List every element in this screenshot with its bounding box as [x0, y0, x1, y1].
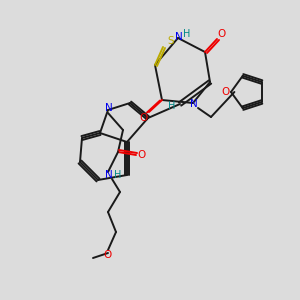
Text: N: N — [105, 103, 113, 113]
Text: N: N — [175, 32, 183, 42]
Text: S: S — [168, 36, 174, 46]
Text: O: O — [104, 250, 112, 260]
Text: O: O — [140, 113, 148, 123]
Text: H: H — [168, 101, 176, 111]
Text: N: N — [190, 99, 198, 109]
Text: O: O — [221, 87, 229, 97]
Text: N: N — [105, 170, 113, 180]
Text: H: H — [114, 170, 122, 180]
Text: H: H — [183, 29, 191, 39]
Text: O: O — [138, 150, 146, 160]
Text: O: O — [218, 29, 226, 39]
